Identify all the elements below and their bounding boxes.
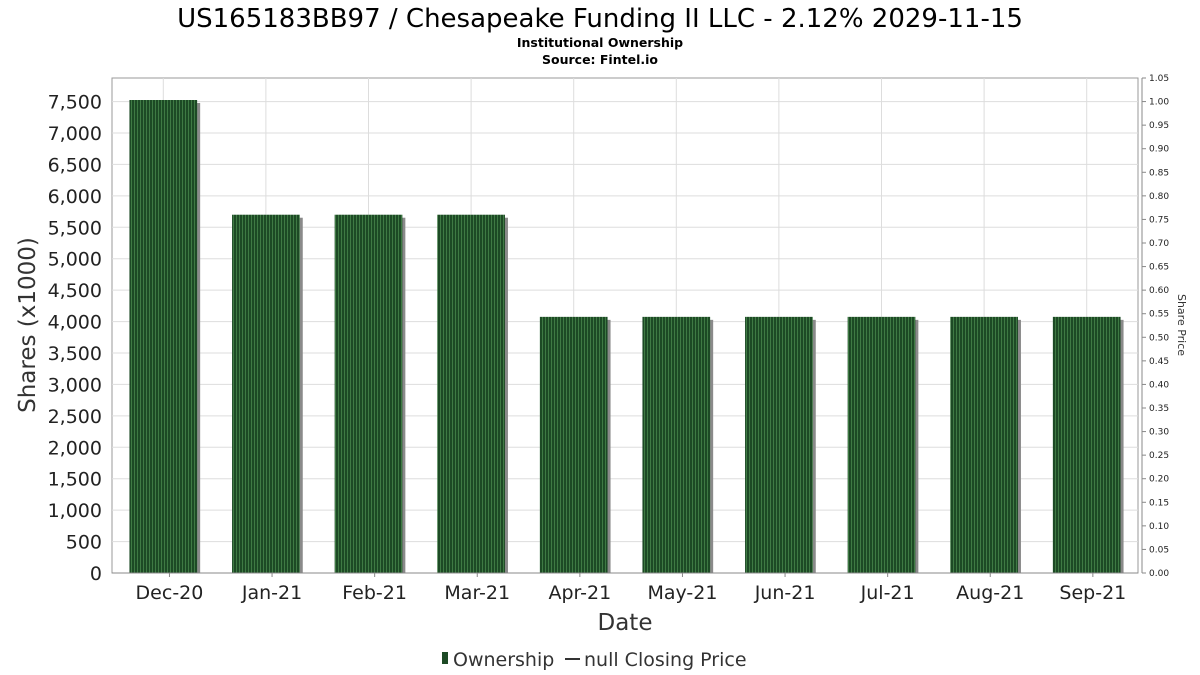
y-right-tick-label: 0.95	[1149, 121, 1169, 131]
y-tick-label: 1,500	[48, 469, 102, 491]
y-right-tick-label: 0.75	[1149, 215, 1169, 225]
y-right-tick-label: 0.70	[1149, 239, 1169, 249]
y-tick-label: 2,500	[48, 406, 102, 428]
legend-price-label: null Closing Price	[584, 649, 747, 671]
y-tick-label: 4,500	[48, 280, 102, 302]
y-tick-label: 6,500	[48, 154, 102, 176]
x-tick-label: Apr-21	[549, 582, 612, 604]
x-tick-label: Dec-20	[136, 582, 204, 604]
x-axis-ticks: Dec-20 Jan-21 Feb-21 Mar-21 Apr-21 May-21 Jun-…	[136, 573, 1126, 604]
bar-ownership	[437, 214, 505, 573]
chart-title: US165183BB97 / Chesapeake Funding II LLC…	[177, 4, 1023, 34]
x-tick-label: Aug-21	[956, 582, 1024, 604]
y-right-tick-label: 1.00	[1149, 98, 1169, 108]
y-tick-label: 6,000	[48, 186, 102, 208]
y-tick-label: 4,000	[48, 312, 102, 334]
right-axis-ticks: 0.00 0.05 0.10 0.15 0.20 0.25 0.30 0.35 0.40 0.45…	[1142, 74, 1169, 579]
bar-ownership	[129, 100, 198, 573]
left-axis-ticks: 0 500 1,000 1,500 2,000 2,500 3,000 3,500 4,000 4…	[48, 92, 102, 585]
y-right-tick-label: 0.85	[1149, 168, 1169, 178]
y-right-tick-label: 0.65	[1149, 263, 1169, 273]
bar-ownership	[950, 316, 1018, 573]
y-right-tick-label: 0.25	[1149, 451, 1169, 461]
x-tick-label: Sep-21	[1059, 582, 1126, 604]
y-right-tick-label: 0.90	[1149, 145, 1169, 155]
chart-subtitle: Institutional Ownership	[517, 35, 683, 50]
y-tick-label: 5,000	[48, 249, 102, 271]
x-tick-label: Jun-21	[754, 582, 816, 604]
y-tick-label: 2,000	[48, 437, 102, 459]
y-right-tick-label: 0.50	[1149, 333, 1169, 343]
y-tick-label: 1,000	[48, 500, 102, 522]
x-tick-label: May-21	[647, 582, 717, 604]
y-right-tick-label: 0.80	[1149, 192, 1169, 202]
chart-source: Source: Fintel.io	[542, 52, 658, 67]
legend: Ownership null Closing Price	[442, 649, 747, 671]
y-right-tick-label: 0.00	[1149, 569, 1169, 579]
bar-ownership	[745, 316, 813, 573]
y-right-tick-label: 0.05	[1149, 545, 1169, 555]
y-tick-label: 5,500	[48, 217, 102, 239]
y-tick-label: 7,000	[48, 123, 102, 145]
y-right-tick-label: 0.20	[1149, 475, 1169, 485]
legend-ownership-swatch	[442, 652, 448, 664]
legend-ownership-label: Ownership	[453, 649, 554, 671]
x-tick-label: Jul-21	[860, 582, 915, 604]
y-right-tick-label: 0.30	[1149, 428, 1169, 438]
y-tick-label: 0	[90, 563, 102, 585]
y-right-tick-label: 0.55	[1149, 310, 1169, 320]
bar-ownership	[334, 214, 403, 573]
bar-ownership	[847, 316, 916, 573]
y-axis-right-label: Share Price	[1175, 294, 1188, 356]
y-axis-label: Shares (x1000)	[15, 237, 41, 413]
x-tick-label: Feb-21	[342, 582, 407, 604]
bar-ownership	[539, 316, 608, 573]
y-right-tick-label: 0.60	[1149, 286, 1169, 296]
bar-ownership	[642, 316, 711, 573]
y-tick-label: 3,500	[48, 343, 102, 365]
y-right-tick-label: 0.45	[1149, 357, 1169, 367]
x-tick-label: Jan-21	[241, 582, 302, 604]
bars	[129, 100, 1124, 573]
y-right-tick-label: 0.35	[1149, 404, 1169, 414]
y-tick-label: 3,000	[48, 374, 102, 396]
y-right-tick-label: 0.15	[1149, 498, 1169, 508]
y-right-tick-label: 1.05	[1149, 74, 1169, 84]
y-tick-label: 7,500	[48, 92, 102, 114]
y-right-tick-label: 0.40	[1149, 380, 1169, 390]
bar-ownership	[232, 214, 300, 573]
bar-ownership	[1052, 316, 1121, 573]
y-tick-label: 500	[66, 532, 102, 554]
x-axis-label: Date	[598, 610, 653, 636]
x-tick-label: Mar-21	[444, 582, 510, 604]
y-right-tick-label: 0.10	[1149, 522, 1169, 532]
